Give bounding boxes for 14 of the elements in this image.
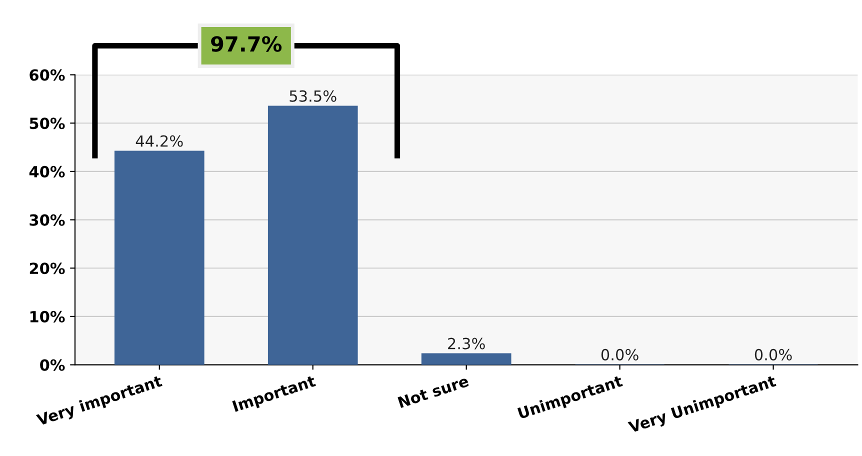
y-tick-label: 40% — [29, 166, 65, 178]
y-tick-label: 60% — [30, 69, 65, 81]
y-tick-label: 30% — [30, 214, 65, 226]
y-tick-label: 50% — [30, 118, 65, 130]
data-label: 2.3% — [448, 338, 485, 350]
text: 97.7% — [211, 36, 282, 52]
data-label: 0.0% — [601, 348, 638, 360]
y-tick-label: 0% — [40, 359, 65, 371]
data-label: 53.5% — [290, 90, 336, 102]
data-label: 44.2% — [136, 135, 183, 147]
data-label: 0.0% — [754, 348, 792, 360]
y-tick-label: 10% — [30, 310, 65, 322]
x-tick-label: Not sure — [398, 375, 470, 408]
y-tick-label: 20% — [30, 262, 65, 274]
